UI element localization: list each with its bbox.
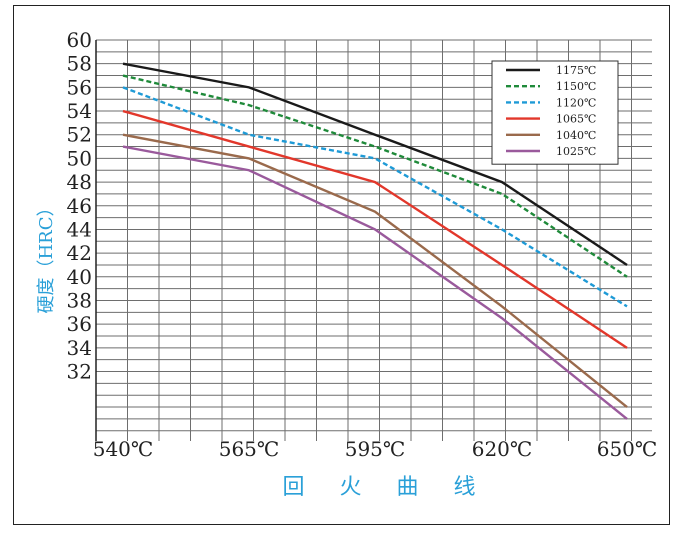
y-tick-label: 54 xyxy=(67,99,92,123)
series-line xyxy=(122,109,628,349)
legend-label: 1150℃ xyxy=(556,80,596,93)
legend-label: 1120℃ xyxy=(556,96,596,109)
chart-frame: 60 58 56 54 52 50 48 46 44 42 40 38 36 34 32 540℃ 565℃ 5… xyxy=(13,5,670,525)
y-tick-label: 42 xyxy=(67,241,92,265)
series-line xyxy=(122,86,628,308)
series-lines xyxy=(122,62,628,420)
y-tick-label: 48 xyxy=(67,170,92,194)
y-tick-label: 50 xyxy=(67,146,92,170)
y-tick-label: 46 xyxy=(67,194,92,218)
series-line xyxy=(122,62,628,266)
y-tick-label: 58 xyxy=(67,52,92,76)
x-tick-label: 565℃ xyxy=(219,437,280,461)
legend-label: 1025℃ xyxy=(556,145,596,158)
legend-label: 1175℃ xyxy=(556,64,596,77)
y-axis-label: 硬度（HRC） xyxy=(36,198,57,313)
x-tick-label: 595℃ xyxy=(345,437,406,461)
y-tick-label: 40 xyxy=(67,265,92,289)
series-line xyxy=(122,133,628,408)
x-tick-label: 650℃ xyxy=(597,437,658,461)
legend-box xyxy=(491,60,619,165)
y-tick-label: 38 xyxy=(67,288,92,312)
series-line xyxy=(122,145,628,420)
y-tick-label: 34 xyxy=(67,336,92,360)
x-axis-label: 回 火 曲 线 xyxy=(283,475,490,500)
x-axis-ticks: 540℃ 565℃ 595℃ 620℃ 650℃ xyxy=(93,437,658,461)
y-tick-label: 32 xyxy=(67,360,92,384)
x-tick-label: 540℃ xyxy=(93,437,154,461)
y-tick-label: 60 xyxy=(67,28,92,52)
y-tick-label: 44 xyxy=(67,217,92,241)
y-tick-label: 36 xyxy=(67,312,92,336)
x-tick-label: 620℃ xyxy=(472,437,533,461)
legend-label: 1065℃ xyxy=(556,113,596,126)
y-tick-label: 52 xyxy=(67,123,92,147)
legend: 1175℃ 1150℃ 1120℃ 1065℃ 1040℃ 1025℃ xyxy=(491,60,619,165)
y-tick-label: 56 xyxy=(67,75,92,99)
legend-label: 1040℃ xyxy=(556,129,596,142)
